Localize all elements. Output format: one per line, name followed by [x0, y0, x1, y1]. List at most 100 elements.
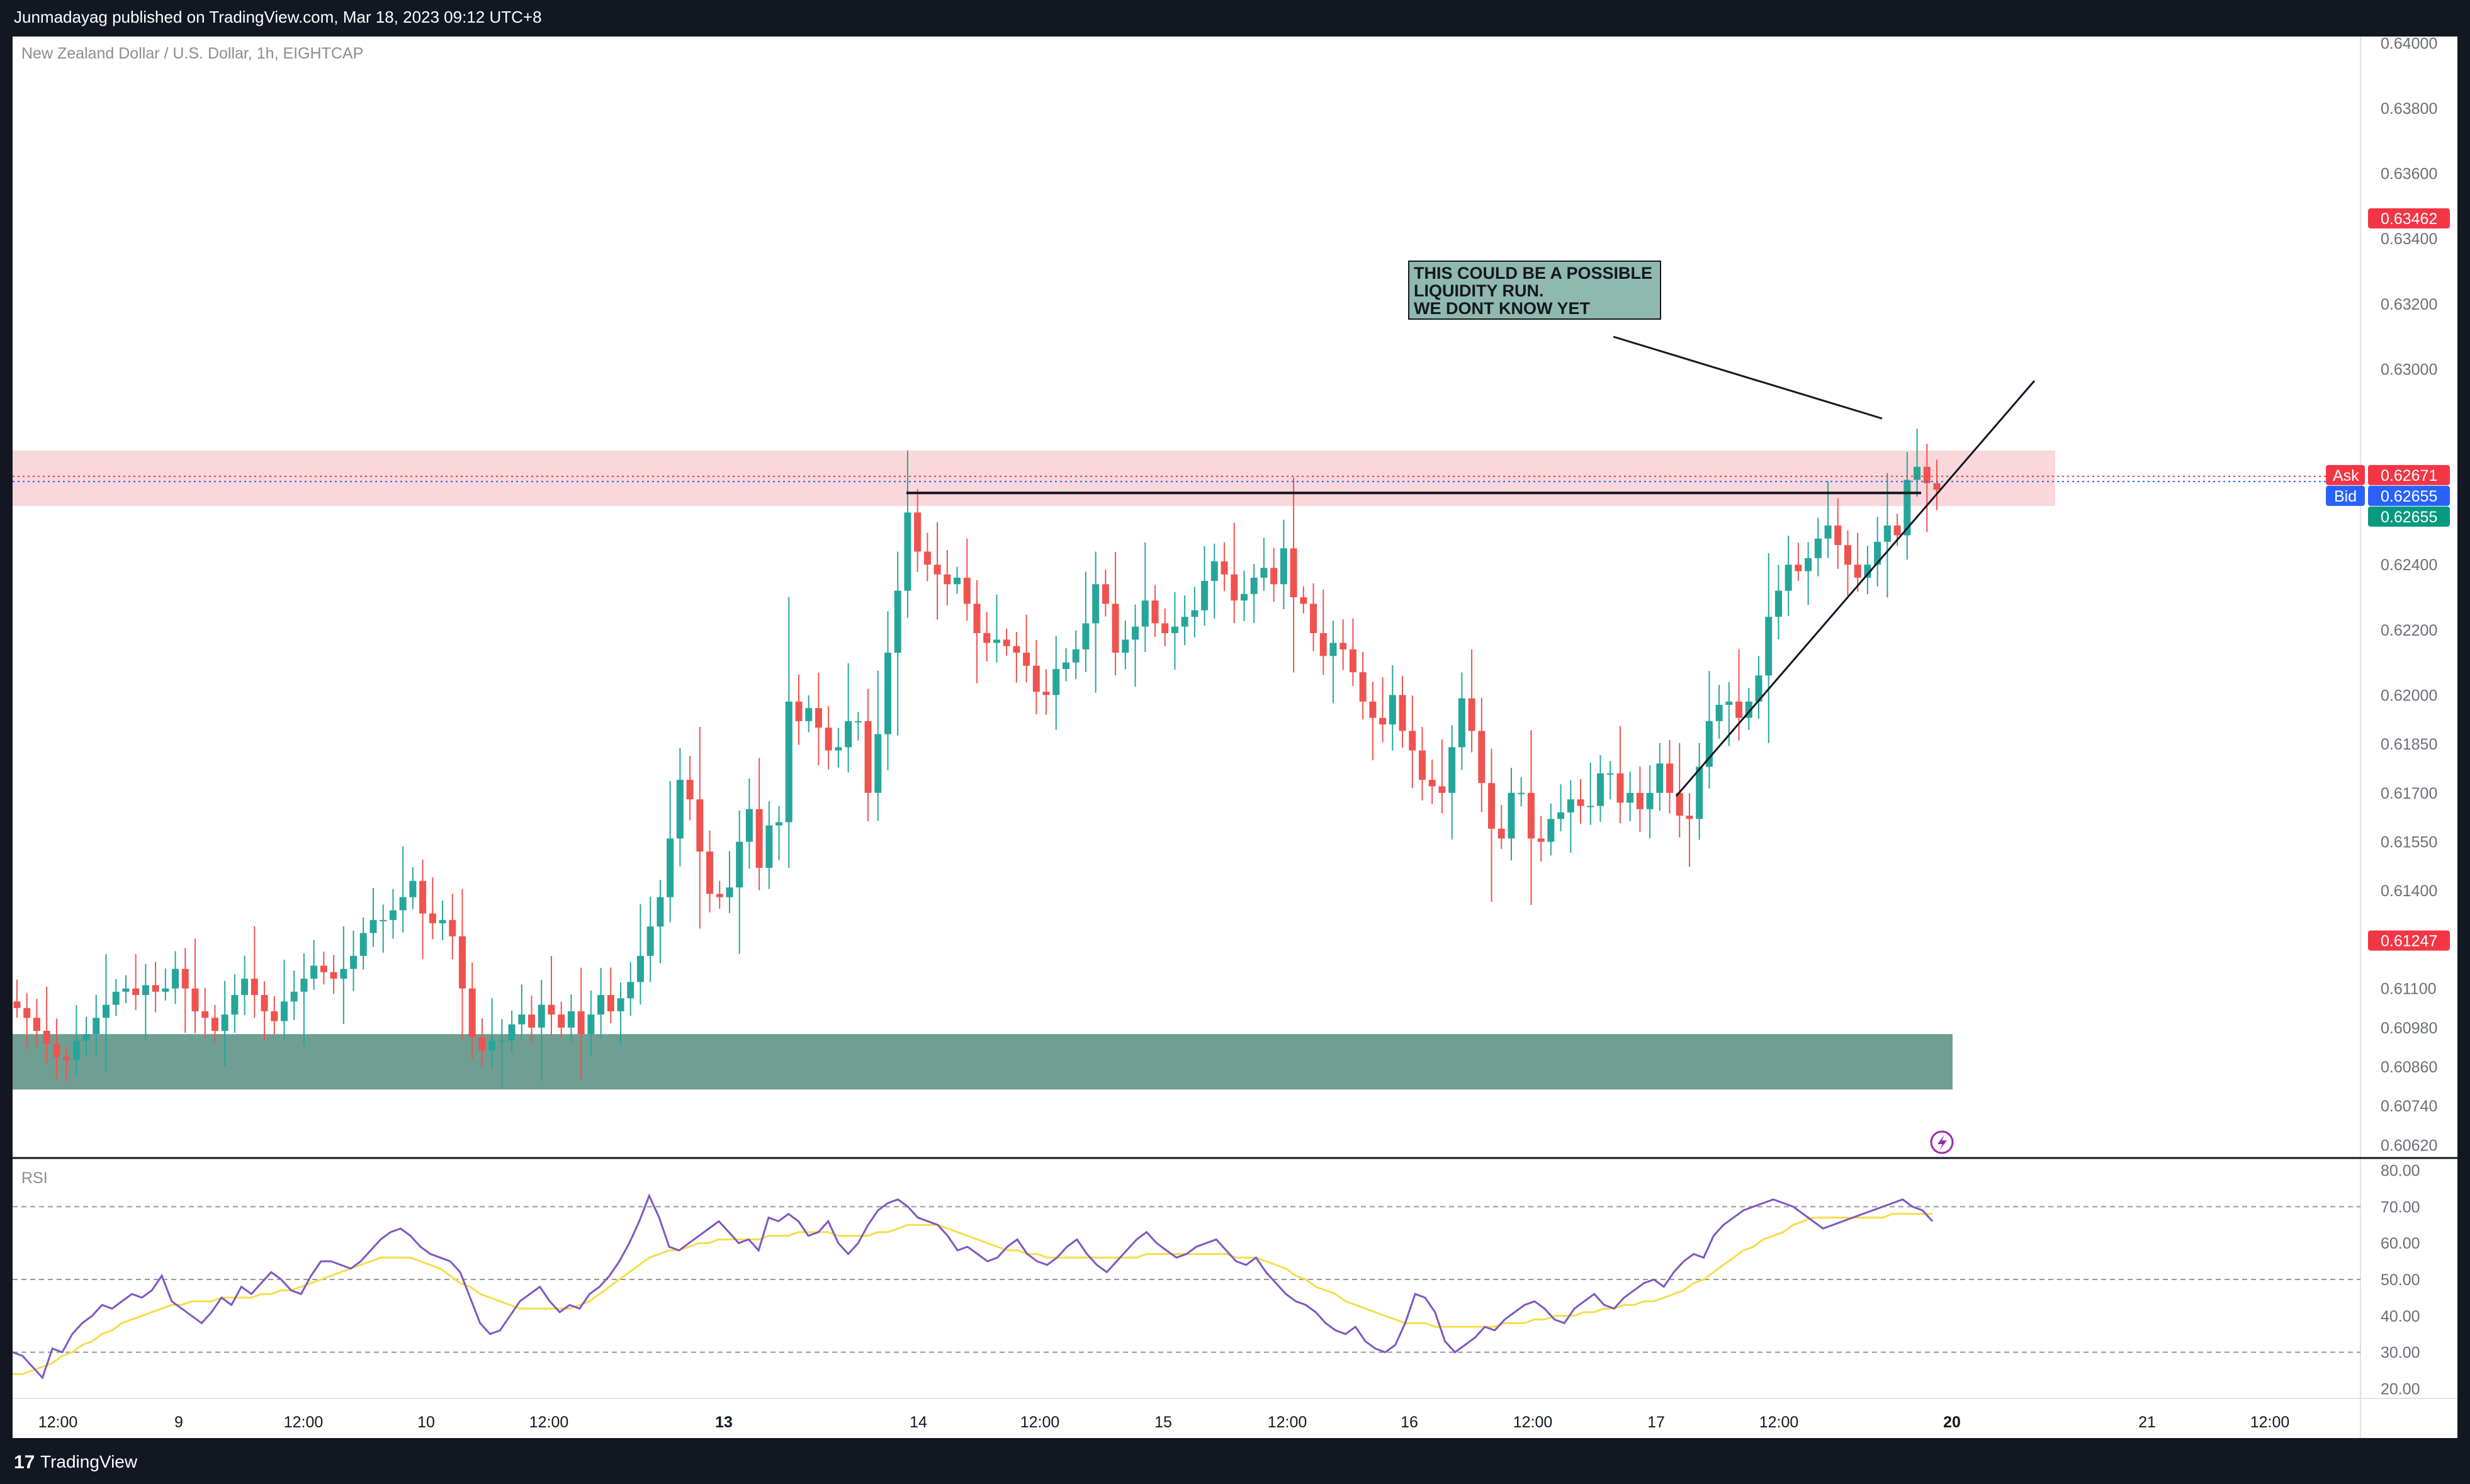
candle-body[interactable]	[1240, 593, 1248, 601]
candle-body[interactable]	[280, 1001, 288, 1021]
candle-body[interactable]	[1191, 610, 1198, 617]
candle-body[interactable]	[1933, 483, 1941, 490]
candle-body[interactable]	[726, 887, 733, 897]
candle-body[interactable]	[1319, 632, 1327, 656]
candle-body[interactable]	[409, 880, 417, 897]
candle-body[interactable]	[1290, 548, 1297, 597]
candle-body[interactable]	[1795, 565, 1802, 571]
candle-body[interactable]	[607, 994, 614, 1011]
candle-body[interactable]	[1201, 581, 1209, 610]
candle-body[interactable]	[706, 852, 714, 894]
candle-body[interactable]	[1735, 701, 1743, 718]
candle-body[interactable]	[1379, 717, 1387, 725]
candle-body[interactable]	[1478, 731, 1486, 784]
candle-body[interactable]	[1616, 773, 1624, 803]
candle-body[interactable]	[1854, 565, 1861, 578]
candle-body[interactable]	[1122, 639, 1129, 653]
candle-body[interactable]	[102, 1004, 110, 1018]
candle-body[interactable]	[1102, 584, 1109, 604]
candle-body[interactable]	[1468, 698, 1475, 731]
candle-body[interactable]	[419, 880, 427, 914]
candle-body[interactable]	[241, 979, 249, 995]
candle-body[interactable]	[1151, 600, 1159, 624]
candle-body[interactable]	[1339, 643, 1347, 649]
candle-body[interactable]	[1349, 649, 1356, 673]
candle-body[interactable]	[458, 936, 466, 989]
candle-body[interactable]	[1023, 653, 1030, 666]
candle-body[interactable]	[508, 1024, 516, 1041]
candle-body[interactable]	[1003, 639, 1010, 646]
candle-body[interactable]	[1676, 792, 1683, 816]
candle-body[interactable]	[676, 780, 684, 839]
candle-body[interactable]	[795, 701, 803, 721]
candle-body[interactable]	[429, 913, 436, 924]
supply-zone[interactable]	[13, 450, 2055, 506]
candle-body[interactable]	[1518, 792, 1525, 794]
candle-body[interactable]	[1834, 526, 1842, 546]
uptrend-line[interactable]	[1675, 380, 2036, 797]
candle-body[interactable]	[320, 965, 327, 972]
candle-body[interactable]	[923, 551, 931, 565]
rsi-legend[interactable]: RSI	[21, 1169, 48, 1187]
candle-body[interactable]	[1874, 541, 1881, 565]
candle-body[interactable]	[1369, 701, 1377, 718]
candle-body[interactable]	[1310, 604, 1317, 633]
candle-body[interactable]	[231, 994, 239, 1015]
candle-body[interactable]	[1458, 698, 1465, 748]
candle-body[interactable]	[686, 780, 694, 800]
candle-body[interactable]	[944, 574, 951, 585]
candle-body[interactable]	[1577, 799, 1584, 806]
candle-body[interactable]	[191, 988, 199, 1011]
candle-body[interactable]	[805, 708, 813, 721]
candle-body[interactable]	[1112, 604, 1119, 653]
candle-body[interactable]	[1280, 548, 1287, 585]
candle-body[interactable]	[1260, 568, 1268, 578]
candle-body[interactable]	[904, 512, 911, 591]
candle-body[interactable]	[1082, 623, 1090, 649]
candle-body[interactable]	[933, 565, 941, 575]
candle-body[interactable]	[122, 988, 130, 992]
candle-body[interactable]	[261, 994, 268, 1011]
candle-body[interactable]	[518, 1015, 526, 1025]
candle-body[interactable]	[300, 979, 308, 992]
demand-zone[interactable]	[13, 1034, 1953, 1090]
candle-body[interactable]	[1132, 626, 1139, 640]
annotation-box[interactable]	[1408, 261, 1661, 320]
candle-body[interactable]	[538, 1004, 545, 1028]
candle-body[interactable]	[1052, 668, 1060, 695]
candle-body[interactable]	[310, 965, 318, 979]
candle-body[interactable]	[53, 1043, 60, 1057]
candle-body[interactable]	[1627, 792, 1634, 803]
candle-body[interactable]	[1686, 816, 1693, 819]
candle-body[interactable]	[954, 577, 961, 585]
candle-body[interactable]	[1042, 692, 1050, 695]
candle-body[interactable]	[716, 894, 723, 897]
candle-body[interactable]	[528, 1015, 536, 1028]
candle-body[interactable]	[1221, 561, 1228, 575]
candle-body[interactable]	[1755, 675, 1762, 702]
candle-body[interactable]	[1409, 731, 1416, 751]
candle-body[interactable]	[1497, 828, 1505, 839]
candle-body[interactable]	[745, 809, 753, 842]
candle-body[interactable]	[815, 708, 822, 728]
candle-body[interactable]	[1824, 526, 1832, 539]
candle-body[interactable]	[765, 825, 773, 868]
candle-body[interactable]	[340, 969, 347, 979]
candle-body[interactable]	[172, 969, 179, 989]
candle-body[interactable]	[211, 1018, 218, 1031]
candle-body[interactable]	[1013, 646, 1020, 653]
candle-body[interactable]	[1587, 806, 1594, 807]
candle-body[interactable]	[1032, 665, 1040, 692]
candle-body[interactable]	[845, 721, 852, 748]
candle-body[interactable]	[488, 1040, 496, 1051]
candle-body[interactable]	[82, 1034, 90, 1041]
candle-body[interactable]	[1805, 558, 1812, 571]
lightning-icon[interactable]	[1930, 1130, 1954, 1154]
candle-body[interactable]	[775, 822, 783, 826]
candle-body[interactable]	[251, 979, 258, 995]
candle-body[interactable]	[350, 955, 358, 969]
candle-body[interactable]	[1914, 466, 1921, 480]
candle-body[interactable]	[1270, 568, 1278, 585]
candle-body[interactable]	[112, 991, 120, 1005]
candle-body[interactable]	[854, 721, 862, 722]
